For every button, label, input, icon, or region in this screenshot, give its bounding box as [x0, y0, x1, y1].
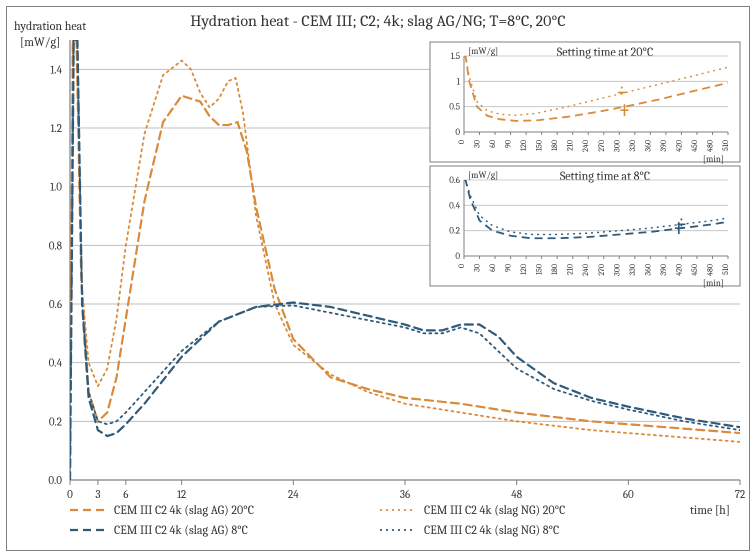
inset-xtick-label: 480 — [705, 264, 714, 276]
xtick-label: 0 — [67, 488, 73, 501]
inset-xlabel: [min] — [703, 279, 724, 289]
inset-xtick-label: 330 — [628, 140, 637, 152]
inset-ytick: 0.6 — [449, 176, 461, 186]
x-axis-label: time [h] — [690, 503, 730, 517]
inset-xtick-label: 120 — [519, 264, 528, 275]
inset-xtick-label: 300 — [612, 140, 621, 152]
inset-xtick-label: 390 — [659, 140, 668, 152]
legend-label: CEM III C2 4k (slag AG) 8°C — [114, 523, 248, 537]
inset-xtick-label: 390 — [659, 264, 668, 276]
inset-xtick-label: 270 — [597, 264, 606, 276]
inset-xtick-label: 0 — [457, 140, 466, 144]
ytick-label: 1.2 — [51, 122, 62, 135]
inset-xtick-label: 300 — [612, 264, 621, 276]
xtick-label: 60 — [623, 488, 634, 501]
inset-xtick-label: 420 — [674, 264, 683, 276]
inset-xtick-label: 420 — [674, 140, 683, 152]
xtick-label: 48 — [511, 488, 522, 501]
inset-ytick: 0.4 — [449, 201, 461, 211]
inset-xtick-label: 150 — [535, 140, 544, 151]
inset-xtick-label: 240 — [581, 264, 590, 276]
inset-xtick-label: 60 — [488, 264, 497, 272]
ytick-label: 0.4 — [49, 357, 63, 370]
y-axis-label-1: hydration heat — [14, 19, 86, 33]
inset-ylabel: [mW/g] — [468, 47, 498, 57]
xtick-label: 72 — [735, 488, 745, 501]
xtick-label: 3 — [95, 488, 100, 501]
inset-ytick: 0 — [455, 252, 460, 262]
xtick-label: 6 — [123, 488, 128, 501]
xtick-label: 12 — [177, 488, 186, 501]
inset-xtick-label: 60 — [488, 140, 497, 148]
inset-title: Setting time at 20°C — [557, 45, 653, 59]
inset-xtick-label: 0 — [457, 264, 466, 268]
inset-ytick: 0 — [455, 128, 460, 138]
inset-ytick: 0.5 — [449, 103, 460, 113]
inset-xtick-label: 450 — [690, 140, 699, 152]
inset-xtick-label: 450 — [690, 264, 699, 276]
inset-ytick: 0.2 — [449, 227, 460, 237]
chart-title: Hydration heat - CEM III; C2; 4k; slag A… — [190, 12, 565, 30]
xtick-label: 24 — [288, 488, 299, 501]
inset-xtick-label: 120 — [519, 140, 528, 151]
ytick-label: 0.8 — [49, 239, 63, 252]
inset-xtick-label: 150 — [535, 264, 544, 275]
inset-ytick: 1.5 — [451, 52, 460, 62]
inset-xtick-label: 90 — [504, 140, 513, 148]
ytick-label: 0.0 — [48, 474, 62, 487]
inset-xtick-label: 510 — [721, 140, 730, 151]
inset-xtick-label: 360 — [643, 140, 652, 152]
inset-xtick-label: 270 — [597, 140, 606, 152]
inset-title: Setting time at 8°C — [560, 169, 650, 183]
inset-xtick-label: 90 — [504, 264, 513, 272]
inset-xtick-label: 240 — [581, 140, 590, 152]
ytick-label: 0.2 — [49, 415, 62, 428]
inset-xtick-label: 30 — [473, 264, 482, 272]
inset-xtick-label: 180 — [550, 264, 559, 275]
ytick-label: 1.4 — [50, 63, 62, 76]
inset-xtick-label: 180 — [550, 140, 559, 151]
inset-xtick-label: 480 — [705, 140, 714, 152]
inset-xtick-label: 210 — [566, 264, 575, 275]
y-axis-label-2: [mW/g] — [20, 35, 60, 49]
legend-label: CEM III C2 4k (slag AG) 20°C — [114, 503, 254, 517]
inset-xtick-label: 510 — [721, 264, 730, 275]
inset-xlabel: [min] — [703, 155, 724, 165]
inset-ylabel: [mW/g] — [468, 171, 498, 181]
ytick-label: 1.0 — [50, 181, 62, 194]
ytick-label: 0.6 — [49, 298, 62, 311]
inset-xtick-label: 30 — [473, 140, 482, 148]
inset-xtick-label: 330 — [628, 264, 637, 276]
legend-label: CEM III C2 4k (slag NG) 20°C — [424, 503, 565, 517]
inset-xtick-label: 210 — [566, 140, 575, 151]
xtick-label: 36 — [400, 488, 410, 501]
inset-xtick-label: 360 — [643, 264, 652, 276]
legend-label: CEM III C2 4k (slag NG) 8°C — [424, 523, 559, 537]
